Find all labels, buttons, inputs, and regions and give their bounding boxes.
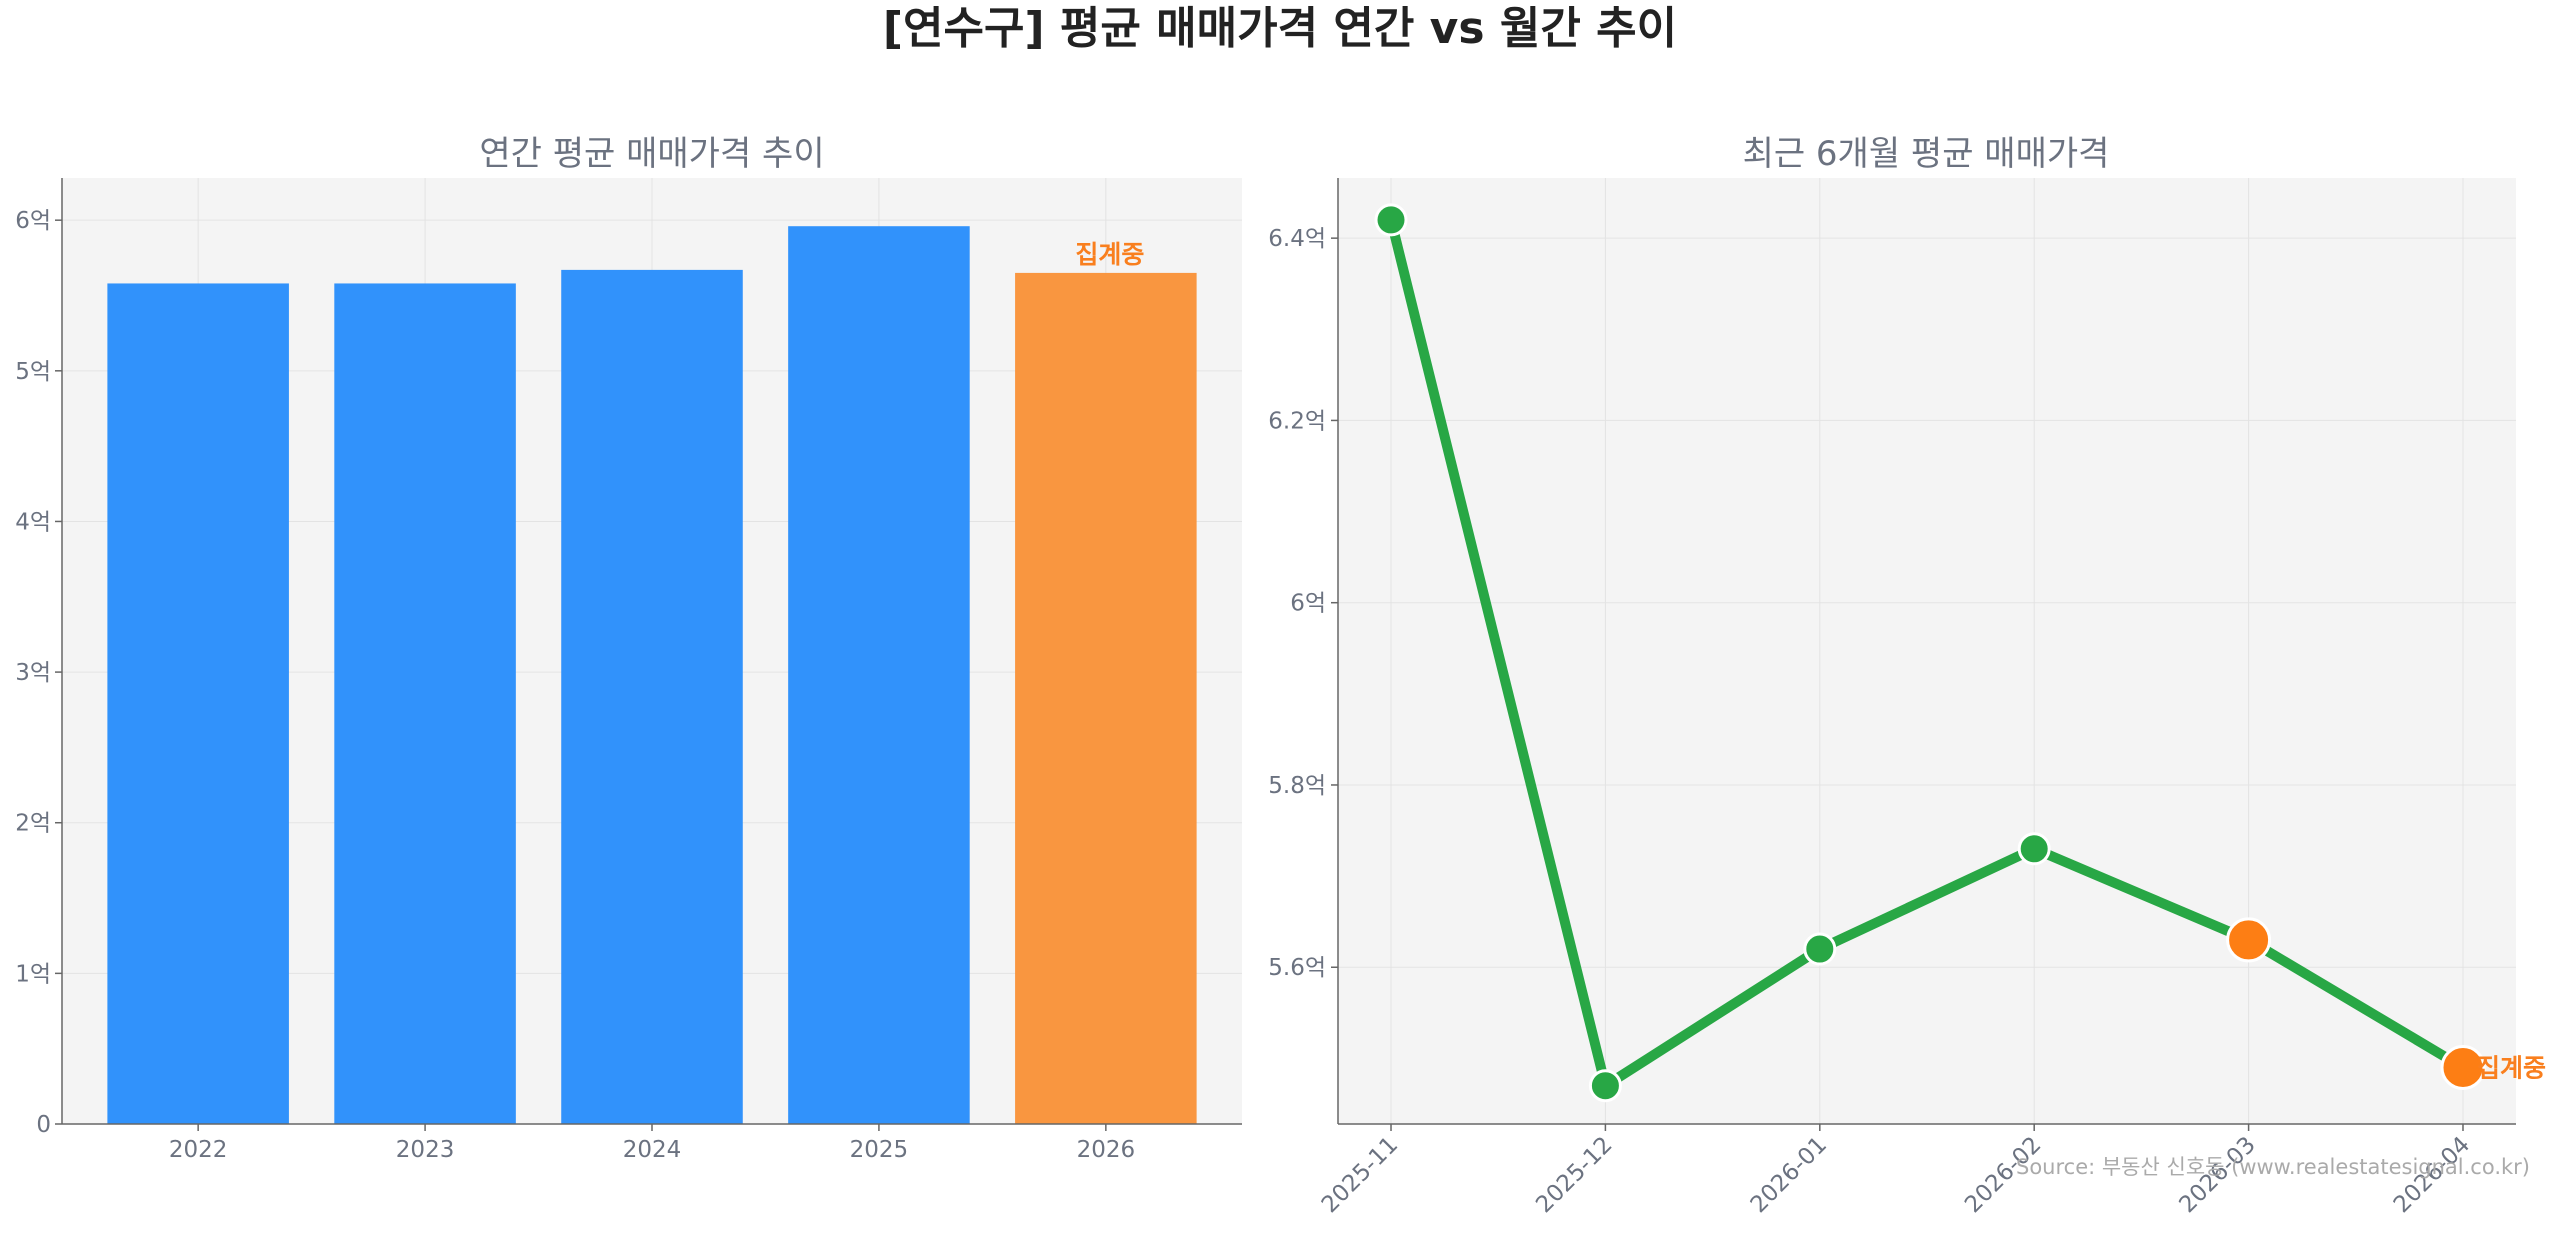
annual-x-tick-label: 2025 [850, 1137, 909, 1163]
monthly-y-tick-label: 6.2억 [1268, 408, 1326, 434]
annual-y-tick-label: 5억 [15, 359, 51, 385]
annual-y-tick-label: 4억 [15, 509, 51, 535]
monthly-x-tick-label: 2025-11 [1317, 1132, 1403, 1218]
monthly-chart-y-ticks: 5.6억 5.8억 6억 6.2억 6.4억 [1268, 226, 1338, 981]
annual-chart-title: 연간 평균 매매가격 추이 [479, 134, 824, 174]
monthly-chart: 5.6억 5.8억 6억 6.2억 6.4억 2025-11 2025-12 2026-01… [1268, 134, 2546, 1218]
annual-pending-label: 집계중 [1075, 240, 1144, 269]
annual-y-tick-label: 3억 [15, 660, 51, 686]
monthly-point-2026-04 [2440, 1044, 2486, 1090]
annual-bar-2026 [1015, 272, 1197, 1125]
annual-y-tick-label: 2억 [15, 811, 51, 837]
annual-y-tick-label: 1억 [15, 961, 51, 987]
annual-bar-2025 [788, 226, 970, 1124]
monthly-point-2025-12 [1588, 1069, 1622, 1103]
annual-chart-x-ticks: 2022 2023 2024 2025 2026 [169, 1124, 1135, 1163]
monthly-pending-label: 집계중 [2477, 1053, 2546, 1082]
annual-chart-bars [107, 226, 1197, 1125]
annual-y-tick-label: 6억 [15, 208, 51, 234]
annual-x-tick-label: 2023 [396, 1137, 455, 1163]
annual-bar-2023 [334, 283, 516, 1124]
monthly-chart-line [1386, 214, 2468, 1091]
annual-chart-y-ticks: 0 1억 2억 3억 4억 5억 6억 [15, 208, 62, 1138]
monthly-chart-title: 최근 6개월 평균 매매가격 [1743, 134, 2110, 174]
monthly-chart-background [1338, 178, 2516, 1124]
annual-x-tick-label: 2022 [169, 1137, 228, 1163]
monthly-x-tick-label: 2026-01 [1746, 1132, 1832, 1218]
monthly-x-tick-label: 2025-12 [1531, 1132, 1617, 1218]
source-note: Source: 부동산 신호등 (www.realestatesignal.co… [2016, 1155, 2530, 1179]
annual-bar-2024 [561, 269, 743, 1124]
monthly-y-tick-label: 6억 [1290, 591, 1326, 617]
monthly-point-2026-01 [1803, 932, 1837, 966]
annual-y-tick-label: 0 [36, 1112, 51, 1138]
monthly-point-2026-03 [2226, 917, 2272, 963]
figure-title: [연수구] 평균 매매가격 연간 vs 월간 추이 [883, 3, 1677, 54]
annual-chart: 0 1억 2억 3억 4억 5억 6억 2022 2023 2024 2025 2026 집계중 연… [15, 134, 1242, 1163]
annual-x-tick-label: 2024 [623, 1137, 682, 1163]
monthly-point-2026-02 [2017, 832, 2051, 866]
annual-x-tick-label: 2026 [1077, 1137, 1136, 1163]
monthly-chart-points [1374, 203, 2486, 1103]
monthly-point-2025-11 [1374, 203, 1408, 237]
annual-bar-2022 [107, 283, 289, 1124]
monthly-y-tick-label: 5.8억 [1268, 773, 1326, 799]
monthly-y-tick-label: 5.6억 [1268, 955, 1326, 981]
monthly-y-tick-label: 6.4억 [1268, 226, 1326, 252]
